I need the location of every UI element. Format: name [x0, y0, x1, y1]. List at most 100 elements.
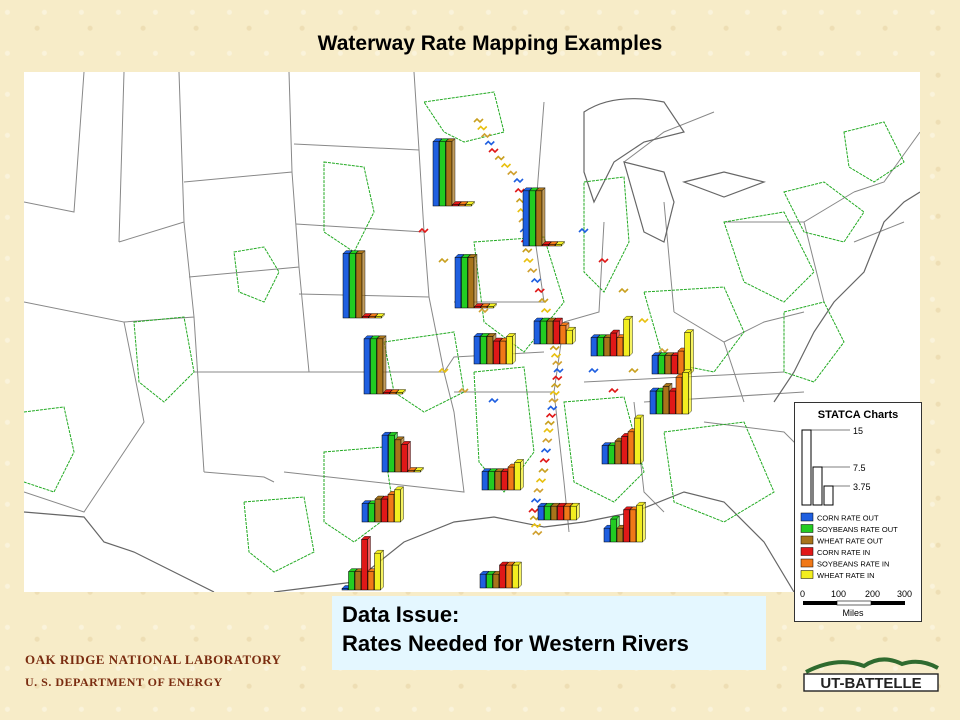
coastline	[24, 98, 920, 592]
site-chart[interactable]	[603, 501, 646, 543]
chart-bar-side	[688, 369, 692, 415]
scale-tick-200: 200	[865, 589, 880, 599]
chart-bar	[389, 392, 397, 395]
site-marker	[488, 397, 499, 404]
site-chart[interactable]	[381, 431, 424, 473]
chart-bar	[487, 306, 494, 309]
chart-bar	[486, 336, 494, 365]
chart-bar	[608, 445, 615, 465]
site-marker	[547, 405, 558, 411]
chart-bar	[664, 355, 672, 375]
chart-bar	[636, 504, 643, 543]
chart-bar	[671, 355, 678, 375]
chart-bar	[537, 505, 545, 521]
site-chart[interactable]	[432, 138, 475, 207]
chart-bar	[493, 340, 500, 365]
site-marker	[552, 360, 563, 366]
site-marker	[588, 367, 599, 374]
scale-label-3-75: 3.75	[853, 482, 871, 492]
chart-bar	[480, 306, 488, 309]
service-regions	[24, 91, 905, 573]
chart-bar	[651, 355, 659, 375]
site-marker	[533, 487, 544, 494]
data-issue-callout: Data Issue: Rates Needed for Western Riv…	[332, 596, 766, 670]
statca-legend: STATCA Charts 15 7.5 3.75 CORN RATE OUT S…	[794, 402, 922, 622]
site-chart[interactable]	[601, 414, 644, 465]
site-chart[interactable]	[590, 315, 633, 357]
chart-bar-side	[471, 201, 475, 207]
site-marker	[523, 257, 534, 264]
legend-swatch	[800, 547, 814, 556]
legend-swatch	[800, 512, 814, 522]
chart-bar	[368, 503, 375, 523]
chart-bar	[362, 316, 369, 319]
site-chart[interactable]	[649, 369, 692, 415]
site-chart[interactable]	[473, 332, 516, 365]
site-marker	[549, 345, 560, 351]
chart-bar	[374, 498, 382, 523]
scale-tick-100: 100	[831, 589, 846, 599]
chart-bar	[341, 588, 349, 591]
chart-bar	[634, 417, 641, 465]
chart-bar-side	[629, 315, 633, 357]
chart-bar	[355, 253, 363, 319]
legend-series-label: CORN RATE OUT	[817, 514, 879, 523]
site-chart[interactable]	[341, 535, 384, 591]
site-chart[interactable]	[522, 187, 565, 247]
chart-bar-side	[541, 187, 546, 247]
chart-bar-side	[407, 440, 411, 473]
chart-bar	[669, 390, 676, 415]
site-chart[interactable]	[537, 502, 580, 521]
chart-bar-side	[380, 549, 384, 591]
site-marker	[438, 367, 449, 374]
site-chart[interactable]	[651, 329, 694, 375]
site-chart[interactable]	[361, 486, 404, 523]
scale-label-7-5: 7.5	[853, 463, 866, 473]
site-marker	[507, 170, 518, 176]
site-chart[interactable]	[481, 458, 524, 491]
chart-bar	[394, 489, 401, 523]
chart-bar-side	[473, 253, 478, 309]
chart-bar-side	[690, 329, 694, 375]
site-marker	[527, 267, 538, 274]
site-marker	[532, 530, 543, 536]
chart-bar	[492, 573, 500, 589]
site-chart[interactable]	[454, 253, 497, 309]
site-marker	[484, 140, 495, 146]
chart-bar-side	[400, 486, 404, 523]
chart-bar	[473, 336, 481, 365]
site-marker	[530, 522, 542, 529]
chart-bar	[507, 466, 515, 491]
legend-series-label: WHEAT RATE OUT	[817, 537, 883, 546]
site-chart[interactable]	[479, 561, 522, 589]
ut-battelle-logo: UT-BATTELLE	[802, 650, 942, 694]
chart-bar	[383, 392, 390, 395]
site-marker	[548, 397, 559, 404]
site-marker	[540, 447, 552, 454]
site-chart[interactable]	[342, 250, 385, 319]
site-chart[interactable]	[363, 335, 406, 395]
site-marker	[544, 420, 555, 426]
site-marker	[545, 412, 557, 419]
chart-bar	[603, 337, 611, 357]
us-waterway-map[interactable]	[24, 72, 920, 592]
chart-bar	[555, 244, 562, 247]
chart-bar	[407, 470, 415, 473]
chart-bar-side	[520, 458, 524, 491]
chart-bar-side	[642, 501, 646, 543]
legend-swatch	[800, 570, 814, 579]
chart-bar	[512, 564, 519, 589]
scale-bar-7-5	[812, 466, 823, 506]
chart-bar	[566, 329, 573, 345]
site-marker	[535, 477, 547, 484]
site-chart[interactable]	[533, 317, 576, 345]
chart-bar	[494, 471, 502, 491]
chart-bar	[465, 204, 472, 207]
chart-bar	[361, 539, 368, 591]
site-marker	[538, 467, 549, 474]
chart-bar-side	[420, 467, 424, 473]
chart-bar	[381, 434, 389, 473]
chart-bar	[542, 244, 549, 247]
site-marker	[543, 427, 554, 434]
legend-series-label: CORN RATE IN	[817, 548, 870, 557]
